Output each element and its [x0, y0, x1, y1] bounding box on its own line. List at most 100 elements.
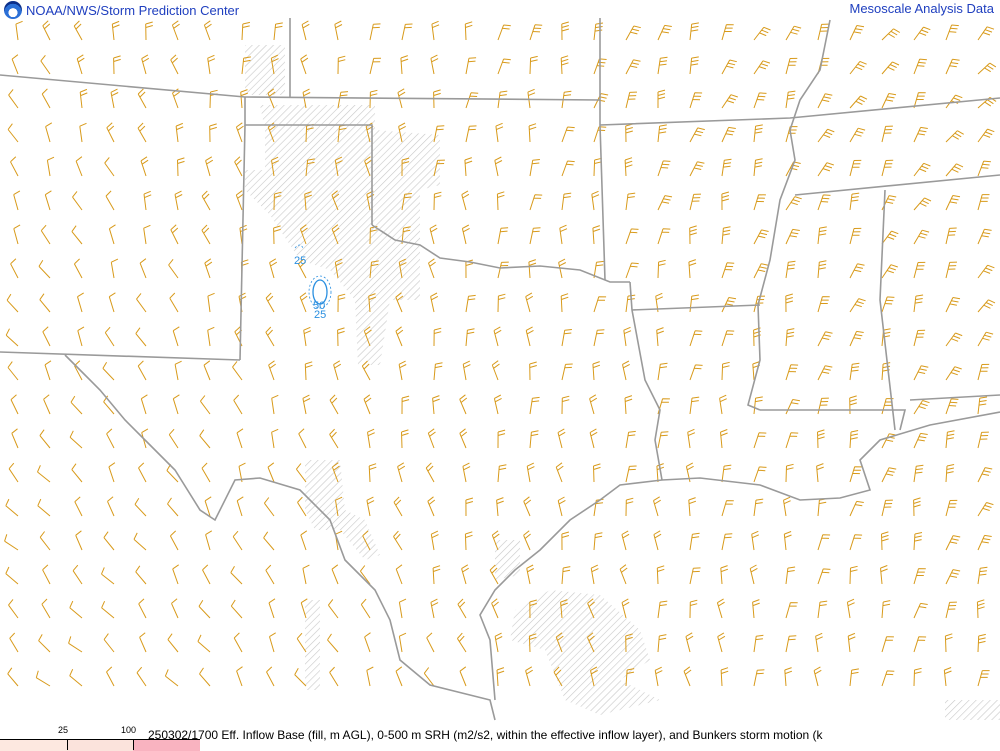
wind-barb — [140, 394, 148, 415]
wind-barb — [172, 394, 180, 415]
wind-barb — [653, 530, 662, 551]
wind-barb — [110, 88, 119, 109]
wind-barb — [197, 634, 211, 653]
wind-barb — [687, 428, 696, 449]
wind-barb — [11, 54, 19, 75]
wind-barb — [77, 292, 84, 313]
wind-barb — [139, 258, 147, 279]
wind-barb — [106, 122, 115, 143]
wind-barb — [657, 228, 671, 245]
wind-barb — [913, 126, 928, 143]
wind-barb — [393, 530, 403, 551]
wind-barb — [273, 225, 281, 245]
header-left: NOAA/NWS/Storm Prediction Center — [4, 1, 243, 19]
wind-barb — [175, 122, 184, 143]
wind-barb — [849, 668, 859, 687]
wind-barb — [328, 599, 339, 619]
wind-barb — [393, 496, 403, 517]
wind-barb — [465, 92, 479, 109]
wind-barb — [101, 567, 115, 585]
wind-barb — [721, 59, 737, 75]
wind-barb — [753, 60, 771, 75]
wind-barb — [977, 363, 990, 381]
wind-barb — [944, 633, 953, 653]
wind-barb — [491, 598, 499, 619]
wind-barb — [465, 497, 474, 517]
wind-barb — [464, 157, 473, 177]
wind-barb — [497, 90, 508, 109]
wind-barb — [881, 467, 897, 483]
wind-barb — [108, 292, 116, 313]
wind-barb — [303, 326, 312, 347]
wind-barb — [304, 191, 312, 211]
wind-barb — [362, 530, 371, 551]
wind-barb — [38, 634, 51, 653]
wind-barb — [977, 26, 995, 41]
wind-barb — [465, 294, 476, 313]
wind-barb — [625, 59, 641, 75]
wind-barb — [560, 599, 568, 619]
wind-barb — [945, 261, 958, 279]
wind-barb — [621, 598, 630, 619]
wind-barb — [136, 293, 147, 313]
border-kansas-north — [0, 74, 601, 101]
border-nm-south — [0, 351, 241, 361]
wind-barb — [753, 634, 764, 653]
contour-label: 50 — [313, 300, 325, 312]
wind-barb — [625, 465, 637, 483]
wind-barb — [397, 88, 406, 109]
wind-barb — [236, 666, 243, 687]
wind-barb — [299, 224, 308, 245]
wind-barb — [881, 600, 891, 619]
wind-barb — [145, 21, 153, 41]
wind-barb — [140, 156, 149, 177]
wind-barb — [299, 292, 308, 313]
contour-label: 25 — [294, 255, 306, 267]
wind-barb — [5, 566, 19, 585]
wind-barb — [721, 226, 731, 245]
wind-barb — [624, 395, 633, 415]
wind-barb — [688, 497, 697, 517]
wind-barb — [593, 296, 607, 313]
wind-barb — [7, 123, 19, 143]
wind-barb — [493, 394, 502, 415]
wind-barb — [913, 26, 931, 41]
wind-barb — [881, 125, 893, 143]
wind-barb — [945, 430, 955, 449]
wind-barb — [945, 163, 964, 177]
wind-barb — [623, 326, 632, 347]
wind-barb — [753, 295, 766, 313]
wind-barb — [240, 89, 248, 109]
wind-barb — [683, 666, 692, 687]
border-ms-al — [879, 189, 896, 431]
wind-barb — [397, 462, 406, 483]
wind-barb — [459, 428, 468, 449]
wind-barb — [592, 361, 601, 381]
border-missouri-west — [599, 18, 606, 281]
wind-barb — [269, 258, 278, 279]
wind-barb — [230, 599, 243, 619]
wind-barb — [76, 54, 85, 75]
footer: 25 100 250302/1700 Eff. Inflow Base (fil… — [0, 722, 1000, 751]
wind-barb — [496, 191, 505, 211]
wind-barb — [529, 396, 540, 415]
wind-barb — [201, 190, 211, 211]
wind-barb — [8, 462, 19, 483]
wind-barb — [107, 496, 115, 517]
wind-barb — [625, 91, 638, 109]
wind-barb — [75, 530, 83, 551]
wind-barb — [817, 162, 834, 177]
wind-barb — [108, 462, 116, 483]
wind-barb — [75, 156, 83, 177]
wind-barb — [171, 20, 180, 41]
wind-barb — [337, 55, 346, 75]
wind-barb — [625, 228, 639, 245]
wind-barb — [913, 497, 921, 517]
wind-barb — [495, 122, 504, 143]
wind-barb — [656, 565, 665, 585]
wind-barb — [497, 429, 506, 449]
wind-barb — [138, 462, 147, 483]
wind-barb — [657, 259, 666, 279]
wind-barb — [557, 496, 566, 517]
wind-barb — [753, 194, 766, 211]
